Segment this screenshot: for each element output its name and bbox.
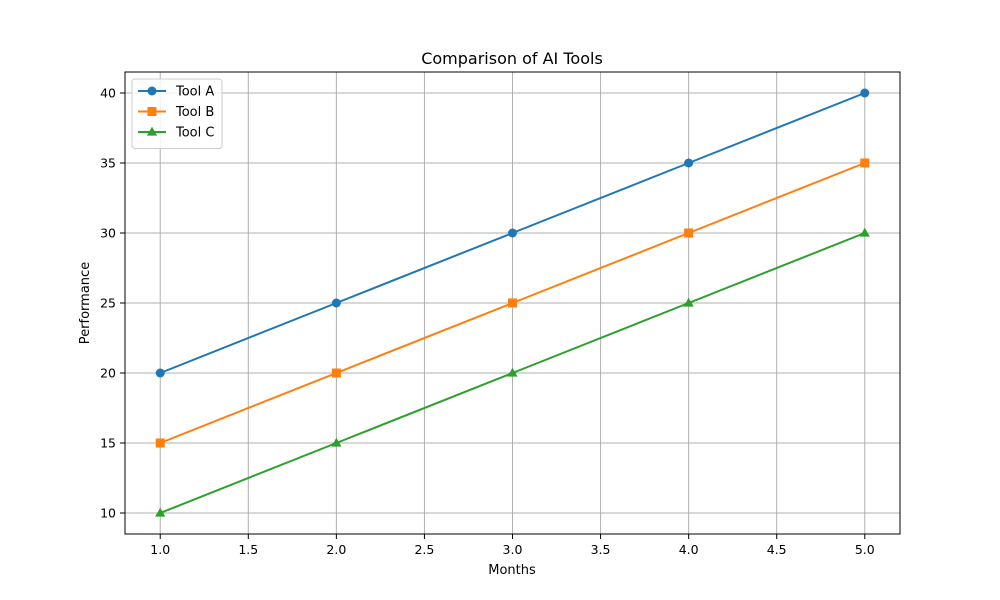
- x-tick-label: 2.0: [326, 542, 346, 557]
- x-tick-label: 4.5: [767, 542, 787, 557]
- legend-marker: [147, 86, 157, 96]
- series-tool-c: [155, 227, 870, 517]
- x-tick-label: 3.0: [503, 542, 523, 557]
- series-tool-b: [155, 158, 870, 448]
- legend: Tool A Tool B Tool C: [131, 78, 223, 149]
- data-point: [155, 368, 165, 378]
- chart-title: Comparison of AI Tools: [421, 49, 603, 68]
- x-tick-label: 5.0: [855, 542, 875, 557]
- legend-label: Tool C: [175, 126, 214, 141]
- data-point: [331, 298, 341, 308]
- series-tool-a: [155, 88, 870, 378]
- y-tick-label: 25: [100, 296, 116, 311]
- data-point: [683, 297, 694, 307]
- y-axis-title: Performance: [78, 262, 93, 344]
- data-point: [684, 158, 694, 168]
- data-point: [859, 227, 870, 237]
- y-tick-label: 35: [100, 156, 116, 171]
- data-point: [508, 298, 517, 308]
- legend-label: Tool A: [175, 85, 214, 100]
- y-tick-label: 30: [100, 226, 116, 241]
- data-point: [684, 228, 694, 238]
- legend-item: Tool A: [138, 85, 214, 100]
- data-point: [155, 507, 166, 517]
- data-point: [331, 368, 341, 378]
- legend-item: Tool B: [138, 105, 214, 120]
- legend-item: Tool C: [138, 126, 214, 141]
- legend-label: Tool B: [175, 105, 214, 120]
- y-axis: 10 15 20 25 30 35 40: [100, 86, 125, 521]
- data-point: [507, 367, 518, 377]
- y-tick-label: 40: [100, 86, 116, 101]
- x-tick-label: 2.5: [414, 542, 434, 557]
- data-point: [331, 437, 342, 447]
- x-tick-label: 3.5: [591, 542, 611, 557]
- series-layer: [155, 88, 870, 517]
- data-point: [860, 88, 870, 98]
- x-tick-label: 1.0: [150, 542, 170, 557]
- data-point: [860, 158, 870, 168]
- x-axis: 1.0 1.5 2.0 2.5 3.0 3.5 4.0 4.5 5.0: [150, 534, 875, 557]
- y-tick-label: 15: [100, 436, 116, 451]
- data-point: [155, 438, 165, 448]
- legend-marker: [147, 107, 157, 116]
- y-tick-label: 10: [100, 506, 116, 521]
- data-point: [508, 228, 517, 238]
- x-tick-label: 1.5: [238, 542, 258, 557]
- x-tick-label: 4.0: [679, 542, 699, 557]
- x-axis-title: Months: [488, 563, 536, 578]
- legend-marker: [146, 126, 158, 136]
- y-tick-label: 20: [100, 366, 116, 381]
